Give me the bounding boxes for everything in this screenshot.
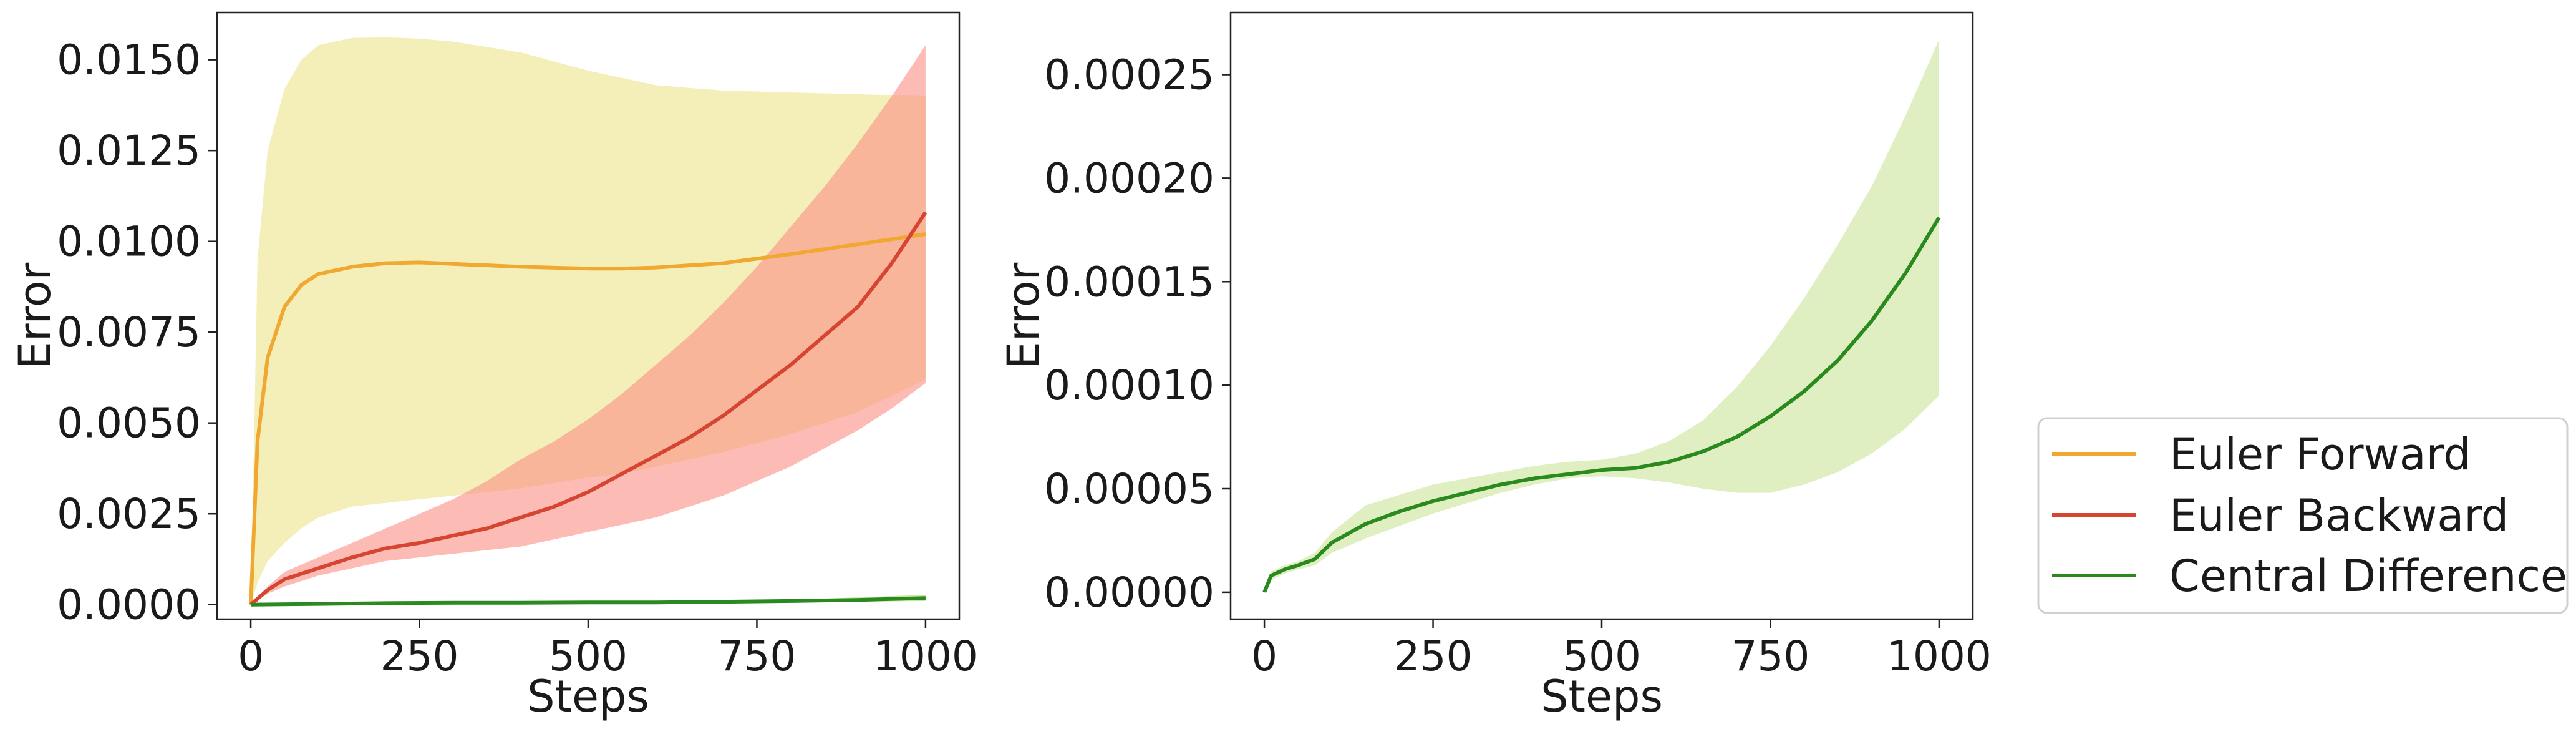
band-central-difference: [1264, 39, 1939, 592]
x-tick-label: 750: [1731, 632, 1809, 680]
line-central-difference: [251, 596, 926, 607]
x-tick-label: 250: [380, 632, 459, 680]
x-axis-label: Steps: [1541, 671, 1663, 722]
y-tick-label: 0.00005: [1044, 465, 1214, 513]
x-tick-label: 1000: [873, 632, 978, 680]
y-tick-label: 0.0075: [57, 308, 201, 356]
y-tick-label: 0.0125: [57, 127, 201, 175]
legend-label-euler-backward: Euler Backward: [2169, 490, 2509, 541]
line-central-difference: [1262, 216, 1941, 594]
line-euler-backward: [249, 211, 927, 606]
x-tick-label: 0: [1251, 632, 1277, 680]
legend-label-central-difference: Central Difference: [2169, 550, 2567, 602]
y-tick-label: 0.0025: [57, 490, 201, 538]
x-tick-label: 750: [717, 632, 796, 680]
y-tick-label: 0.00020: [1044, 154, 1214, 202]
line-euler-forward: [249, 232, 926, 605]
y-axis-label: Error: [9, 262, 61, 369]
band-euler-backward: [251, 45, 926, 605]
x-axis-label: Steps: [527, 671, 649, 722]
y-tick-label: 0.0000: [57, 581, 201, 629]
y-tick-label: 0.00025: [1044, 51, 1214, 99]
left-chart-panel: 0 250 500 750 1000 0.0000 0.0025 0.0050 0.0075 0.…: [9, 11, 978, 722]
legend-label-euler-forward: Euler Forward: [2169, 429, 2471, 480]
right-chart-panel: 0 250 500 750 1000 0.00000 0.00005 0.00010 0.000…: [998, 11, 1992, 722]
y-axis-label: Error: [998, 262, 1049, 369]
x-tick-label: 1000: [1887, 632, 1992, 680]
y-tick-label: 0.00015: [1044, 258, 1214, 306]
x-tick-label: 500: [1562, 632, 1641, 680]
y-tick-label: 0.0050: [57, 399, 201, 448]
y-tick-label: 0.0100: [57, 218, 201, 266]
x-tick-label: 250: [1394, 632, 1473, 680]
band-euler-forward: [251, 37, 926, 605]
x-tick-label: 0: [238, 632, 264, 680]
y-tick-label: 0.00010: [1044, 361, 1214, 409]
legend: Euler Forward Euler Backward Central Dif…: [2037, 417, 2569, 614]
x-tick-label: 500: [549, 632, 627, 680]
legend-frame: [2037, 417, 2569, 614]
y-tick-label: 0.0150: [57, 36, 201, 84]
y-tick-label: 0.00000: [1044, 569, 1214, 617]
